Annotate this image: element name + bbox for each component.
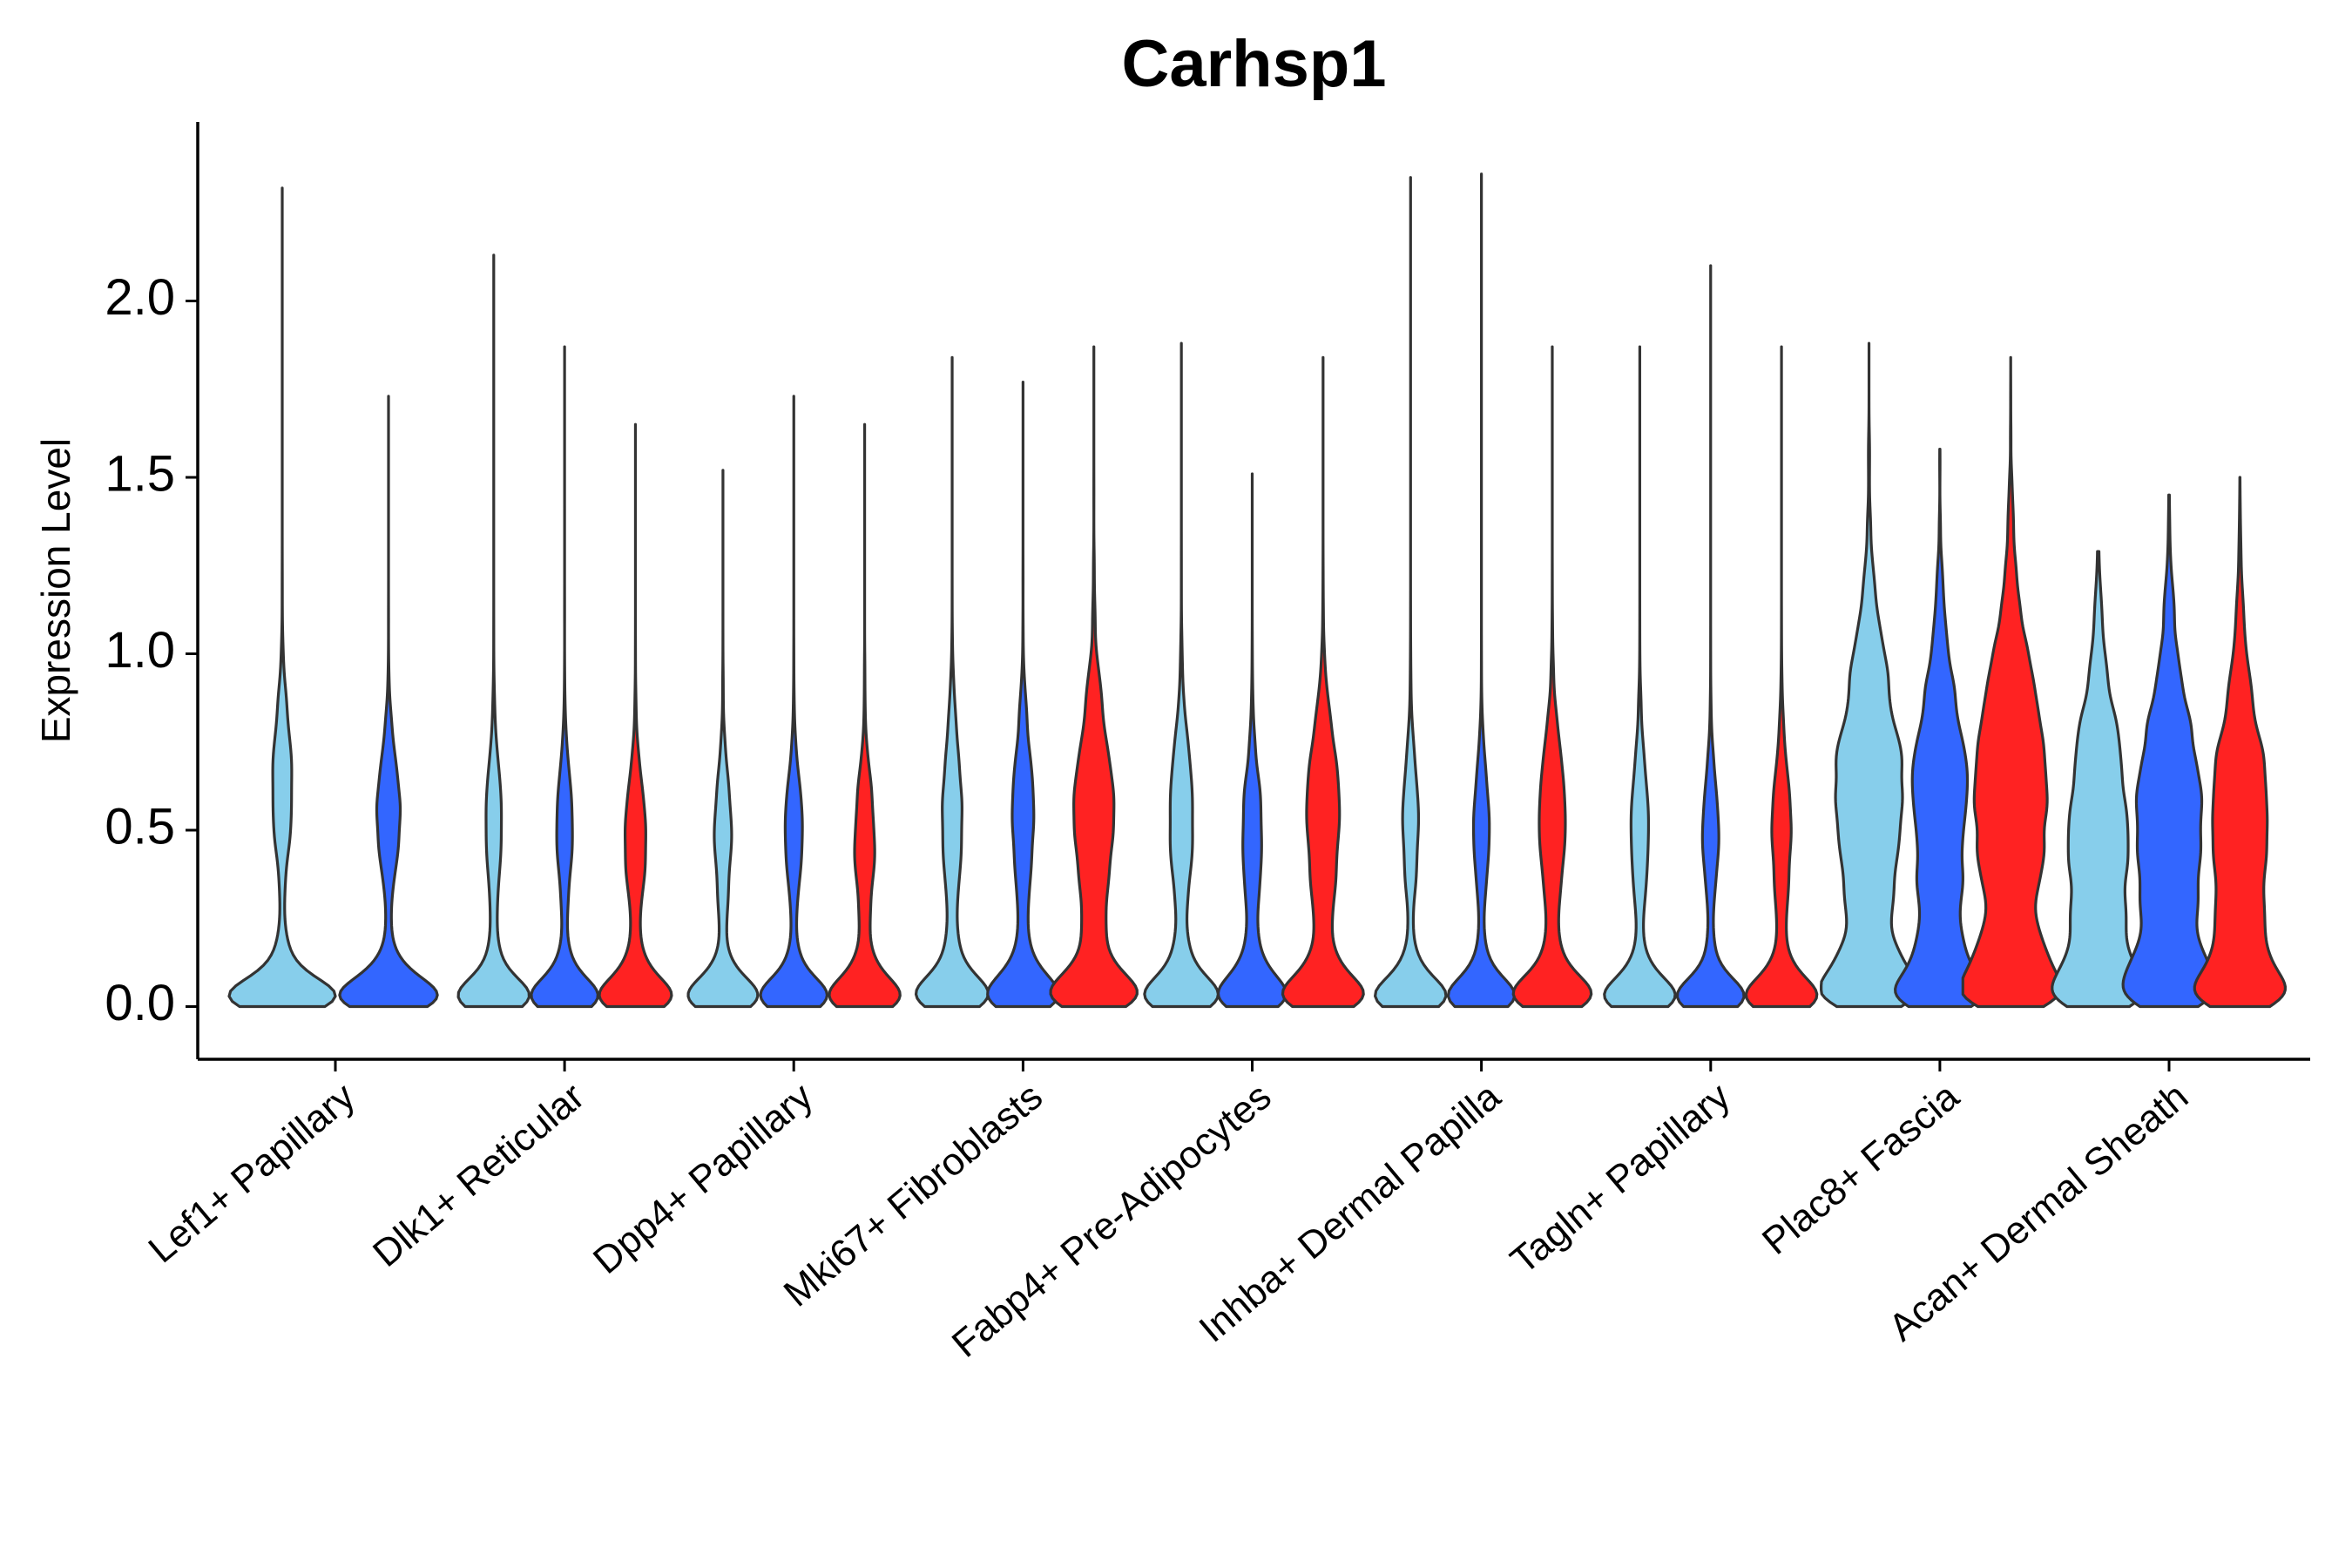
svg-text:1.0: 1.0: [105, 622, 175, 679]
svg-text:2.0: 2.0: [105, 269, 175, 326]
svg-text:0.5: 0.5: [105, 798, 175, 855]
svg-text:1.5: 1.5: [105, 445, 175, 502]
svg-text:0.0: 0.0: [105, 975, 175, 1031]
